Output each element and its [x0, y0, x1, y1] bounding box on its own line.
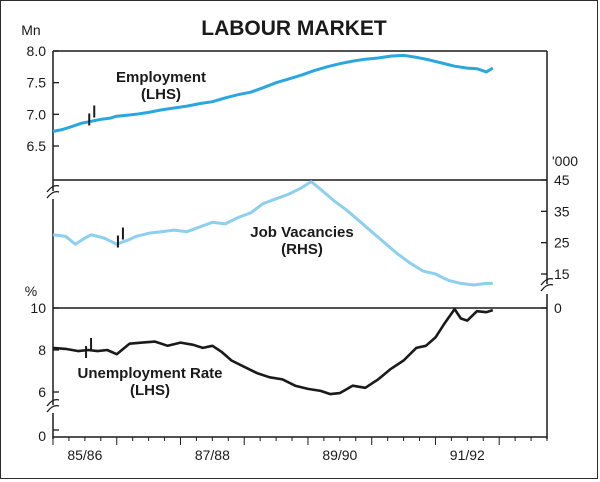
job-vacancies-label: (RHS) [281, 241, 323, 258]
unemployment-rate-series [52, 307, 494, 396]
unemployment-rate-label: Unemployment Rate [77, 365, 222, 382]
y-tick-label: 25 [554, 235, 570, 251]
unemployment-rate-label: (LHS) [130, 382, 170, 399]
job-vacancies-label: Job Vacancies [250, 224, 353, 241]
y-tick-label: 15 [554, 266, 570, 282]
right-unit-label: '000 [552, 153, 578, 169]
chart-title: LABOUR MARKET [201, 17, 387, 40]
y-tick-label: 45 [554, 172, 570, 188]
y-tick-label: 6 [38, 384, 46, 400]
y-tick-label: 8.0 [27, 43, 47, 59]
y-tick-label: 0 [554, 300, 562, 316]
x-tick-label: 87/88 [195, 447, 230, 463]
y-tick-label: 6.5 [27, 138, 47, 154]
axis-break-mark [46, 404, 60, 413]
axis-break-mark [540, 283, 554, 292]
y-tick-label: 7.5 [27, 75, 47, 91]
x-tick-label: 91/92 [450, 447, 485, 463]
axis-break-mark [46, 184, 60, 193]
y-tick-label: 0 [38, 428, 46, 444]
y-tick-label: 35 [554, 203, 570, 219]
employment-label: Employment [116, 69, 206, 86]
x-tick-label: 85/86 [67, 447, 102, 463]
employment-label: (LHS) [141, 86, 181, 103]
employment-series [52, 53, 494, 133]
axis-break-mark [46, 398, 60, 407]
axis-break-mark [540, 277, 554, 286]
axis-break-mark [46, 190, 60, 199]
left-unit-label: Mn [21, 22, 40, 38]
y-tick-label: 7.0 [27, 106, 47, 122]
y-tick-label: 8 [38, 342, 46, 358]
left-unit-label: % [25, 283, 37, 299]
x-tick-label: 89/90 [322, 447, 357, 463]
y-tick-label: 10 [30, 300, 46, 316]
